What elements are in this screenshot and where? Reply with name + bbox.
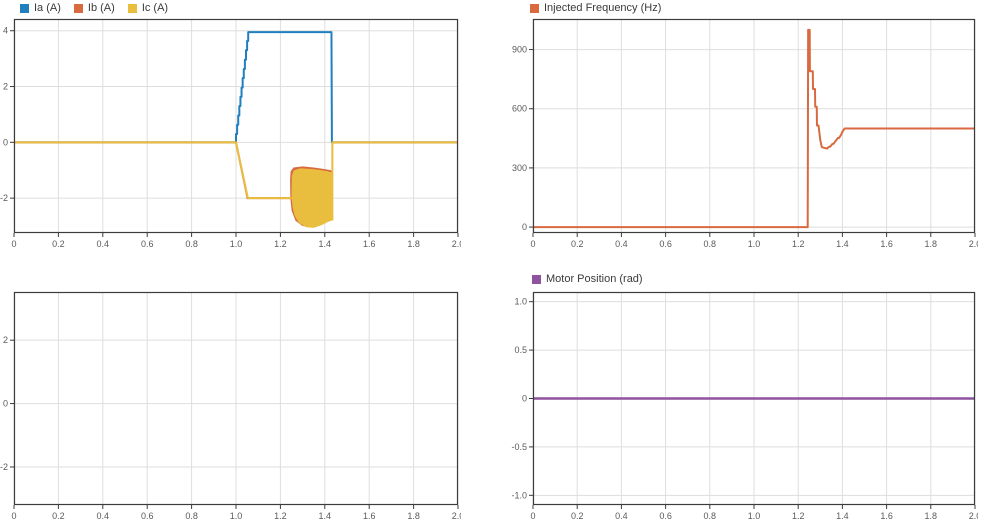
legend-item: Ib (A) xyxy=(73,2,115,14)
x-tick-label: 0.4 xyxy=(615,239,628,249)
plot-area[interactable]: 0 0.2 0.4 0.6 0.8 1.0 1.2 1.4 1.6 1.8 2.0 0 300 600 90… xyxy=(503,14,978,253)
series-envelope xyxy=(291,168,333,228)
y-tick-label: -2 xyxy=(0,462,8,472)
axes-box xyxy=(532,291,976,506)
x-tick-label: 2.0 xyxy=(452,239,461,249)
x-tick-label: 0.4 xyxy=(97,239,110,249)
injected-frequency-chart[interactable]: 0 0.2 0.4 0.6 0.8 1.0 1.2 1.4 1.6 1.8 2.0 0 300 600 90… xyxy=(503,14,978,253)
motor-position-legend: Motor Position (rad) xyxy=(532,272,643,286)
x-tick-label: 1.8 xyxy=(407,511,420,521)
series-line xyxy=(14,141,295,200)
x-tick-label: 0 xyxy=(530,511,535,521)
x-tick-label: 1.8 xyxy=(925,239,938,249)
plot-area[interactable]: 0 0.2 0.4 0.6 0.8 1.0 1.2 1.4 1.6 1.8 2.0 -2 0 2 4 xyxy=(0,14,461,253)
injected-frequency-legend: Injected Frequency (Hz) xyxy=(530,1,661,15)
legend-swatch-icon xyxy=(532,274,541,284)
x-tick-label: 1.4 xyxy=(319,511,332,521)
series-line xyxy=(14,141,292,200)
legend-label: Ia (A) xyxy=(34,2,61,14)
legend-swatch-icon xyxy=(73,3,83,13)
x-tick-label: 1.6 xyxy=(363,239,376,249)
x-tick-label: 2.0 xyxy=(452,511,461,521)
y-tick-label: 1.0 xyxy=(514,297,527,307)
y-tick-label: -0.5 xyxy=(511,442,527,452)
x-tick-label: 0.8 xyxy=(185,511,198,521)
y-tick-label: 0 xyxy=(3,137,8,147)
x-tick-label: 0.2 xyxy=(571,239,584,249)
x-tick-label: 2.0 xyxy=(969,511,978,521)
x-tick-label: 1.2 xyxy=(274,239,287,249)
y-tick-label: 2 xyxy=(3,82,8,92)
x-tick-label: 0.6 xyxy=(659,511,672,521)
x-tick-label: 0.2 xyxy=(571,511,584,521)
x-tick-label: 0 xyxy=(11,239,16,249)
x-tick-label: 0.8 xyxy=(704,511,717,521)
y-tick-label: -2 xyxy=(0,193,8,203)
x-tick-label: 0.6 xyxy=(659,239,672,249)
legend-label: Injected Frequency (Hz) xyxy=(544,2,662,14)
y-tick-label: 900 xyxy=(512,45,527,55)
legend-label: Ib (A) xyxy=(87,2,115,14)
x-tick-label: 0.2 xyxy=(52,511,65,521)
x-tick-label: 1.2 xyxy=(792,511,805,521)
x-tick-label: 2.0 xyxy=(969,239,978,249)
phase-currents-chart[interactable]: 0 0.2 0.4 0.6 0.8 1.0 1.2 1.4 1.6 1.8 2.0 -2 0 2 4 xyxy=(0,14,461,253)
x-tick-label: 1.8 xyxy=(407,239,420,249)
phase-currents-legend: Ia (A) Ib (A) Ic (A) xyxy=(20,1,168,15)
legend-swatch-icon xyxy=(127,3,137,13)
legend-item: Ic (A) xyxy=(127,2,169,14)
x-tick-label: 1.6 xyxy=(880,511,893,521)
x-tick-label: 0.8 xyxy=(185,239,198,249)
legend-label: Ic (A) xyxy=(141,2,169,14)
legend-item: Motor Position (rad) xyxy=(532,273,643,285)
axes-box xyxy=(13,18,459,234)
x-tick-label: 1.0 xyxy=(748,511,761,521)
empty-axes-chart[interactable]: 0 0.2 0.4 0.6 0.8 1.0 1.2 1.4 1.6 1.8 2.0 -2 0 2 xyxy=(0,287,461,525)
x-tick-label: 0 xyxy=(11,511,16,521)
x-tick-label: 1.4 xyxy=(319,239,332,249)
y-tick-label: 300 xyxy=(512,163,527,173)
legend-label: Motor Position (rad) xyxy=(546,273,643,285)
y-tick-label: 0 xyxy=(522,222,527,232)
y-tick-label: 0 xyxy=(3,399,8,409)
x-tick-label: 0.6 xyxy=(141,239,154,249)
axes-box xyxy=(532,18,976,234)
x-tick-label: 0.4 xyxy=(97,511,110,521)
y-tick-label: -1.0 xyxy=(511,490,527,500)
x-tick-label: 1.4 xyxy=(836,239,849,249)
axes-box xyxy=(13,291,459,506)
x-tick-label: 1.8 xyxy=(925,511,938,521)
series-line xyxy=(331,141,458,221)
x-tick-label: 1.0 xyxy=(748,239,761,249)
y-tick-label: 0 xyxy=(522,394,527,404)
x-tick-label: 0.8 xyxy=(704,239,717,249)
y-tick-label: 4 xyxy=(3,26,8,36)
series-line xyxy=(533,28,975,229)
motor-position-chart[interactable]: 0 0.2 0.4 0.6 0.8 1.0 1.2 1.4 1.6 1.8 2.0 -1.0 -0.5 0… xyxy=(503,287,978,525)
legend-swatch-icon xyxy=(530,3,539,13)
x-tick-label: 1.4 xyxy=(836,511,849,521)
y-tick-label: 600 xyxy=(512,104,527,114)
series-line xyxy=(14,31,458,144)
legend-item: Ia (A) xyxy=(20,2,61,14)
x-tick-label: 1.6 xyxy=(363,511,376,521)
plot-area[interactable]: 0 0.2 0.4 0.6 0.8 1.0 1.2 1.4 1.6 1.8 2.0 -2 0 2 xyxy=(0,287,461,525)
plot-area[interactable]: 0 0.2 0.4 0.6 0.8 1.0 1.2 1.4 1.6 1.8 2.0 -1.0 -0.5 0… xyxy=(503,287,978,525)
x-tick-label: 1.2 xyxy=(792,239,805,249)
x-tick-label: 0.2 xyxy=(52,239,65,249)
x-tick-label: 1.6 xyxy=(880,239,893,249)
x-tick-label: 0.4 xyxy=(615,511,628,521)
x-tick-label: 1.0 xyxy=(230,511,243,521)
x-tick-label: 1.0 xyxy=(230,239,243,249)
x-tick-label: 1.2 xyxy=(274,511,287,521)
x-tick-label: 0 xyxy=(530,239,535,249)
y-tick-label: 0.5 xyxy=(514,345,527,355)
y-tick-label: 2 xyxy=(3,335,8,345)
legend-swatch-icon xyxy=(20,3,29,13)
legend-item: Injected Frequency (Hz) xyxy=(530,2,661,14)
x-tick-label: 0.6 xyxy=(141,511,154,521)
